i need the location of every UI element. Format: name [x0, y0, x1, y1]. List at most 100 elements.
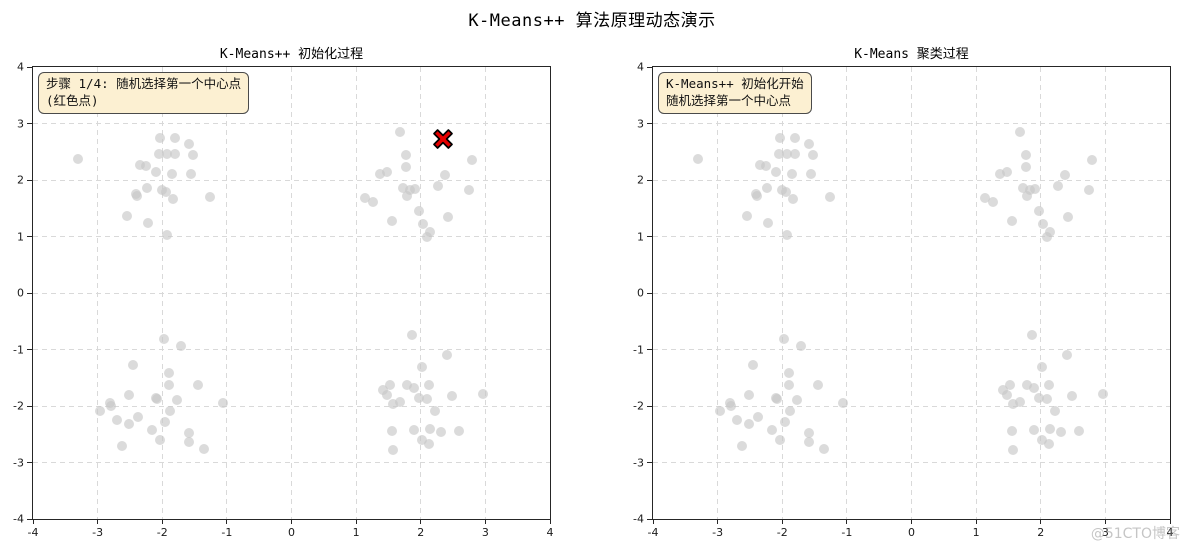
- data-point: [121, 211, 132, 222]
- x-tick-label: 4: [546, 526, 554, 539]
- data-point: [780, 416, 791, 427]
- data-point: [792, 395, 803, 406]
- data-point: [124, 418, 135, 429]
- data-point: [424, 226, 435, 237]
- y-tick-mark: [27, 66, 32, 68]
- data-point: [154, 149, 165, 159]
- data-point: [94, 405, 105, 416]
- data-point: [395, 126, 406, 137]
- data-point: [1029, 382, 1040, 393]
- data-point: [1004, 379, 1015, 390]
- data-point: [1007, 398, 1018, 409]
- data-point: [1015, 126, 1026, 137]
- data-point: [127, 359, 138, 370]
- data-point: [205, 191, 216, 202]
- data-point: [1060, 170, 1071, 181]
- horizontal-gridline: [653, 405, 1170, 407]
- data-point: [1055, 426, 1066, 437]
- x-tick-label: -2: [156, 526, 168, 539]
- y-tick-mark: [647, 405, 652, 407]
- data-point: [161, 149, 172, 159]
- y-tick-mark: [647, 236, 652, 237]
- data-point: [73, 153, 84, 164]
- data-point: [146, 425, 157, 436]
- x-tick-label: -4: [647, 526, 659, 539]
- x-tick-mark: [226, 519, 228, 524]
- data-point: [693, 153, 704, 164]
- data-point: [387, 445, 398, 456]
- x-tick-mark: [32, 519, 34, 524]
- data-point: [423, 438, 434, 449]
- data-point: [417, 218, 428, 229]
- y-tick-label: -3: [633, 456, 644, 469]
- data-point: [782, 230, 793, 241]
- data-point: [409, 184, 420, 195]
- data-point: [761, 183, 772, 194]
- data-point: [1052, 180, 1063, 191]
- y-tick-label: -1: [633, 343, 644, 356]
- data-point: [158, 333, 169, 344]
- data-point: [995, 168, 1006, 179]
- data-point: [785, 406, 795, 417]
- y-tick-label: 2: [637, 173, 644, 187]
- x-tick-mark: [717, 519, 719, 524]
- x-tick-label: -1: [221, 526, 233, 539]
- data-point: [162, 230, 173, 241]
- y-tick-label: -2: [633, 399, 644, 413]
- y-tick-label: 3: [637, 117, 644, 130]
- data-point: [409, 382, 420, 393]
- x-tick-label: 4: [1166, 526, 1174, 539]
- data-point: [1037, 435, 1048, 446]
- y-tick-mark: [647, 292, 652, 294]
- data-point: [400, 149, 411, 160]
- data-point: [133, 411, 144, 422]
- data-point: [1037, 362, 1048, 372]
- data-point: [432, 180, 443, 191]
- y-tick-mark: [27, 179, 32, 181]
- y-tick-label: -2: [13, 399, 24, 413]
- data-point: [132, 190, 143, 201]
- data-point: [1044, 226, 1055, 237]
- data-point: [732, 415, 742, 426]
- data-point: [819, 443, 830, 454]
- horizontal-gridline: [653, 292, 1170, 294]
- data-point: [1041, 232, 1052, 243]
- x-tick-mark: [1104, 519, 1106, 524]
- data-point: [781, 187, 792, 198]
- x-tick-label: 0: [908, 526, 915, 539]
- y-tick-label: 4: [637, 60, 644, 74]
- x-tick-mark: [652, 519, 654, 524]
- data-point: [1034, 393, 1045, 404]
- right-annotation-box: K-Means++ 初始化开始 随机选择第一个中心点: [658, 72, 812, 114]
- data-point: [1042, 393, 1053, 404]
- data-point: [1037, 218, 1048, 229]
- data-point: [786, 169, 797, 180]
- x-tick-label: 3: [1101, 526, 1109, 539]
- data-point: [726, 401, 737, 411]
- x-tick-mark: [846, 519, 848, 524]
- data-point: [789, 149, 800, 159]
- x-tick-mark: [911, 519, 912, 524]
- data-point: [375, 168, 386, 179]
- data-point: [980, 193, 991, 204]
- data-point: [1083, 185, 1094, 196]
- data-point: [401, 190, 412, 201]
- y-tick-mark: [647, 179, 652, 181]
- data-point: [766, 425, 777, 436]
- data-point: [424, 423, 435, 434]
- data-point: [753, 411, 764, 422]
- horizontal-gridline: [33, 123, 550, 124]
- data-point: [1021, 190, 1032, 201]
- data-point: [1007, 445, 1018, 456]
- y-tick-label: -1: [13, 343, 24, 356]
- data-point: [752, 190, 763, 201]
- data-point: [168, 193, 179, 204]
- x-tick-label: 2: [1037, 526, 1045, 539]
- data-point: [367, 197, 378, 208]
- x-tick-mark: [975, 519, 977, 524]
- data-point: [414, 206, 425, 217]
- data-point: [1006, 216, 1017, 227]
- data-point: [188, 150, 199, 161]
- data-point: [1044, 379, 1055, 390]
